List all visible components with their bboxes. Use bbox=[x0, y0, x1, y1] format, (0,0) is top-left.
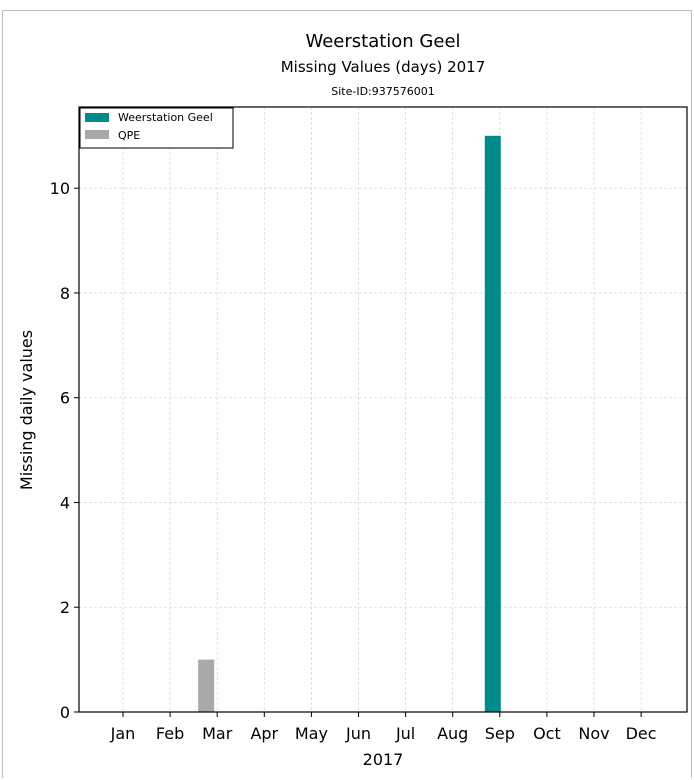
x-axis: Jan Feb Mar Apr May Jun Jul Aug Sep Oct Nov Dec bbox=[110, 712, 657, 743]
x-tick-label: May bbox=[295, 724, 328, 743]
x-tick-label: Mar bbox=[202, 724, 233, 743]
y-tick-label: 6 bbox=[60, 389, 70, 408]
bar-weerstation-sep bbox=[484, 135, 501, 713]
y-tick-label: 2 bbox=[60, 598, 70, 617]
x-tick-label: Dec bbox=[626, 724, 657, 743]
figure-frame bbox=[2, 10, 692, 778]
plot-area-border bbox=[78, 106, 688, 713]
legend-swatch-weerstation bbox=[85, 113, 109, 122]
x-tick-label: Aug bbox=[437, 724, 468, 743]
legend-swatch-qpe bbox=[85, 130, 109, 139]
bars-group bbox=[198, 135, 501, 713]
y-axis-label: Missing daily values bbox=[17, 330, 36, 490]
x-tick-label: Apr bbox=[250, 724, 278, 743]
x-tick-label: Jun bbox=[345, 724, 371, 743]
legend-label-qpe: QPE bbox=[118, 129, 140, 142]
y-tick-label: 10 bbox=[50, 179, 70, 198]
chart-site-id: Site-ID:937576001 bbox=[331, 85, 435, 98]
x-tick-label: Jan bbox=[110, 724, 136, 743]
chart-title: Weerstation Geel bbox=[305, 31, 460, 52]
y-tick-label: 4 bbox=[60, 493, 70, 512]
x-tick-label: Feb bbox=[156, 724, 184, 743]
grid-lines bbox=[79, 107, 687, 713]
y-tick-label: 8 bbox=[60, 284, 70, 303]
legend-label-weerstation: Weerstation Geel bbox=[118, 111, 213, 124]
x-tick-label: Sep bbox=[485, 724, 515, 743]
bar-qpe-mar bbox=[198, 659, 215, 712]
x-axis-label: 2017 bbox=[363, 750, 404, 769]
legend: Weerstation Geel QPE bbox=[79, 107, 234, 149]
x-tick-label: Oct bbox=[533, 724, 561, 743]
y-axis: 0 2 4 6 8 10 bbox=[50, 179, 79, 722]
x-tick-label: Nov bbox=[578, 724, 609, 743]
x-tick-label: Jul bbox=[395, 724, 415, 743]
chart-subtitle: Missing Values (days) 2017 bbox=[281, 58, 486, 76]
y-tick-label: 0 bbox=[60, 703, 70, 722]
